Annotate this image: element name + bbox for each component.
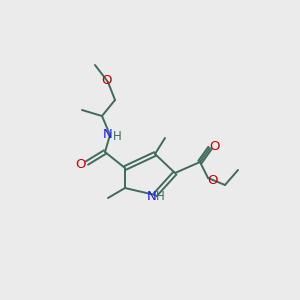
Text: N: N <box>103 128 113 142</box>
Text: O: O <box>209 140 219 152</box>
Text: H: H <box>156 190 164 203</box>
Text: N: N <box>147 190 157 202</box>
Text: O: O <box>207 175 217 188</box>
Text: H: H <box>112 130 122 142</box>
Text: O: O <box>76 158 86 170</box>
Text: O: O <box>102 74 112 88</box>
